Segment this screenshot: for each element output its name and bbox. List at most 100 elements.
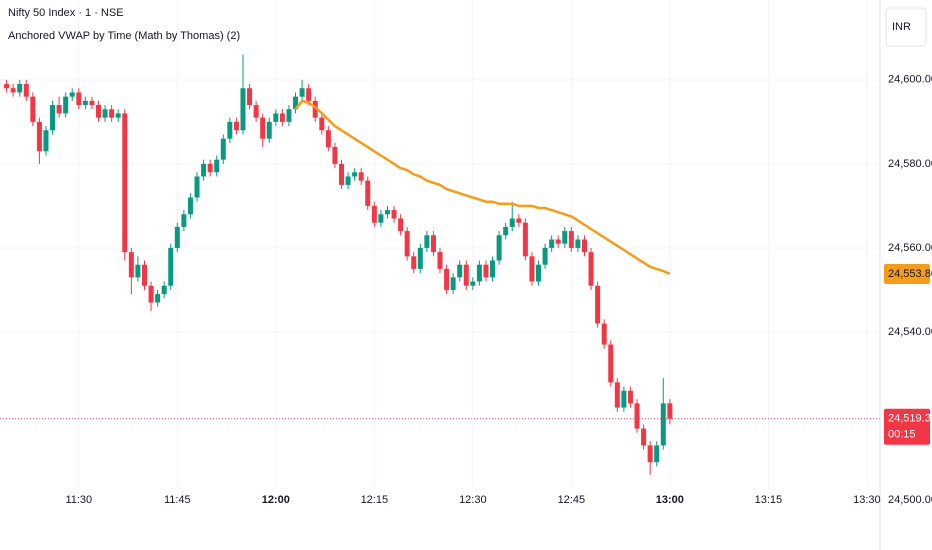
candle-body [141, 264, 147, 286]
candle-body [299, 88, 305, 97]
candle-body [516, 218, 522, 223]
candle-body [4, 84, 10, 89]
candle-body [575, 239, 581, 248]
candle-body [595, 285, 601, 324]
vwap-price-box [884, 263, 930, 284]
x-tick-label: 11:45 [164, 494, 191, 506]
candle-body [266, 121, 272, 139]
candle-body [450, 277, 456, 290]
candle-body [490, 260, 496, 278]
candle-body [69, 92, 75, 97]
candle-body [293, 96, 299, 110]
candle-body [23, 84, 29, 97]
candle-body [398, 218, 404, 232]
candle-body [10, 88, 16, 93]
candle-body [253, 105, 259, 118]
y-tick-label: 24,580.00 [888, 158, 932, 170]
candle-body [529, 256, 535, 282]
candle-body [345, 176, 351, 185]
y-tick-label: 24,500.00 [888, 494, 932, 506]
candle-body [233, 121, 239, 131]
candle-body [43, 130, 49, 152]
y-tick-label: 24,600.00 [888, 74, 932, 86]
last-price-label: 24,519.35 [888, 413, 932, 425]
candle-body [312, 100, 318, 118]
countdown-label: 00:15 [888, 429, 916, 441]
candle-body [562, 231, 568, 244]
candle-body [102, 109, 108, 118]
candle-body [201, 163, 207, 177]
candle-body [470, 281, 476, 286]
candle-body [181, 214, 187, 227]
currency-label[interactable]: INR [892, 21, 911, 33]
candle-body [496, 235, 502, 261]
candle-body [319, 117, 325, 131]
candle-body [76, 92, 82, 106]
candle-body [417, 247, 423, 269]
candle-body [581, 239, 587, 253]
candle-body [122, 113, 128, 253]
candle-body [483, 264, 489, 278]
candle-body [187, 197, 193, 215]
candle-body [404, 231, 410, 257]
candle-body [667, 403, 673, 419]
candle-body [325, 130, 331, 148]
candle-body [279, 113, 285, 122]
candle-body [536, 264, 542, 282]
candle-body [358, 172, 364, 181]
indicator-label: Anchored VWAP by Time (Math by Thomas) (… [8, 30, 240, 42]
x-tick-label: 12:45 [558, 494, 586, 506]
x-tick-label: 12:15 [361, 494, 389, 506]
candle-body [549, 239, 555, 248]
x-tick-label: 13:30 [853, 494, 881, 506]
currency-button[interactable] [885, 7, 927, 47]
vwap-line [294, 99, 671, 276]
x-tick-label: 13:00 [656, 494, 684, 506]
candle-body [207, 163, 213, 173]
candle-body [96, 105, 102, 118]
candle-body [227, 121, 233, 139]
candle-body [378, 214, 384, 223]
candle-body [17, 84, 23, 93]
candle-body [220, 138, 226, 160]
candle-body [338, 163, 344, 185]
candle-body [332, 147, 338, 164]
candle-body [371, 205, 377, 223]
candle-body [634, 403, 640, 429]
candle-body [260, 117, 266, 139]
candle-body [503, 226, 509, 236]
candle-body [128, 252, 134, 278]
plot [0, 54, 880, 475]
candle-body [555, 239, 561, 244]
candle-body [89, 100, 95, 106]
candle-body [522, 222, 528, 257]
chart-title: Nifty 50 Index · 1 · NSE [8, 7, 124, 19]
candle-body [542, 247, 548, 265]
candle-body [247, 88, 253, 106]
candle-body [174, 226, 180, 248]
y-tick-label: 24,560.00 [888, 242, 932, 254]
candle-body [457, 264, 463, 278]
candle-body [641, 428, 647, 446]
candle-body [384, 210, 390, 215]
candle-body [476, 264, 482, 282]
candle-body [273, 113, 279, 122]
candle-body [411, 256, 417, 269]
candle-body [36, 121, 42, 152]
candle-body [608, 344, 614, 383]
candle-body [437, 252, 443, 269]
candle-body [568, 231, 574, 248]
axes: 24,500.00 24,540.00 24,560.00 24,580.00 24,6… [65, 74, 932, 506]
candle-body [621, 390, 627, 408]
candle-body [654, 445, 660, 463]
candle-body [614, 382, 620, 408]
x-tick-label: 12:00 [262, 494, 290, 506]
candle-body [82, 100, 88, 106]
x-tick-label: 12:30 [459, 494, 487, 506]
vwap-price-label: 24,553.80 [888, 268, 932, 280]
y-tick-label: 24,540.00 [888, 326, 932, 338]
candle-body [430, 235, 436, 253]
time-axis [0, 486, 880, 550]
candle-body [240, 88, 246, 131]
